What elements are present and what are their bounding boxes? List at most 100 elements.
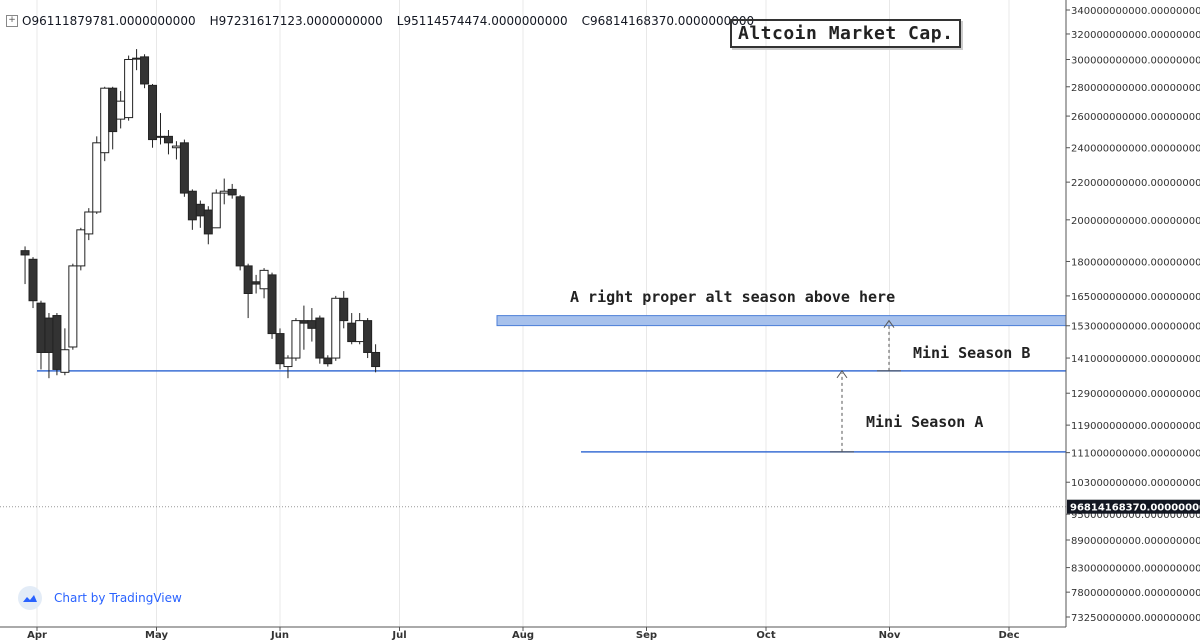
candle	[275, 328, 285, 370]
chart-title: Altcoin Market Cap.	[730, 19, 962, 48]
candle	[203, 206, 213, 245]
annotation-mini-season-a: Mini Season A	[866, 413, 984, 431]
candle	[179, 139, 189, 197]
candle-body	[171, 145, 181, 149]
low-value: L95114574474.0000000000	[396, 14, 568, 28]
candle	[283, 355, 293, 379]
y-tick-label: 200000000000.0000000000	[1071, 216, 1200, 227]
annotation-alt-season: A right proper alt season above here	[570, 288, 896, 306]
annotation-mini-season-b: Mini Season B	[913, 344, 1031, 362]
candle	[76, 227, 86, 271]
candle	[28, 257, 38, 309]
x-tick-label: Aug	[512, 630, 534, 641]
candle	[116, 91, 126, 129]
candle-body	[299, 320, 309, 324]
alt-season-band	[496, 315, 1067, 327]
candle	[148, 83, 158, 148]
candle-body	[259, 269, 269, 290]
candle	[323, 355, 333, 367]
candle	[44, 313, 54, 379]
candle-body	[211, 192, 221, 229]
candle	[92, 136, 102, 214]
y-tick-label: 260000000000.0000000000	[1071, 112, 1200, 123]
x-tick-label: Nov	[879, 630, 901, 641]
tradingview-logo[interactable]: Chart by TradingView	[18, 586, 182, 610]
candle	[163, 130, 173, 155]
candle-body	[363, 320, 373, 353]
candle	[355, 313, 365, 345]
x-tick-label: Sep	[636, 630, 657, 641]
y-tick-label: 340000000000.0000000000	[1071, 6, 1200, 17]
candle-body	[283, 357, 293, 368]
candle	[227, 183, 237, 199]
candle-body	[267, 274, 277, 335]
candle-body	[92, 142, 102, 213]
candle-body	[243, 265, 253, 295]
candle	[259, 268, 269, 299]
candle	[20, 246, 30, 285]
candle-body	[140, 56, 150, 85]
candle-body	[20, 250, 30, 256]
candle-body	[36, 302, 46, 353]
candle-body	[331, 297, 341, 359]
logo-text: Chart by TradingView	[54, 591, 182, 605]
price-axis[interactable]: 340000000000.0000000000 320000000000.0000…	[1065, 0, 1200, 627]
candle-body	[251, 281, 261, 285]
candle	[339, 291, 349, 329]
grid-lines	[0, 0, 1066, 627]
high-value: H97231617123.0000000000	[209, 14, 383, 28]
candle	[52, 313, 62, 376]
candle-body	[60, 349, 70, 373]
candle	[132, 49, 142, 71]
candle-body	[219, 190, 229, 194]
y-tick-label: 320000000000.0000000000	[1071, 30, 1200, 41]
candle-body	[355, 320, 365, 343]
candle-body	[108, 87, 118, 133]
x-tick-label: Apr	[27, 630, 47, 641]
x-tick-label: Dec	[998, 630, 1019, 641]
candle-body	[235, 196, 245, 267]
candle-body	[371, 351, 381, 368]
candle	[171, 141, 181, 160]
candle	[299, 305, 309, 350]
mini-season-a-arrow-head	[836, 370, 848, 379]
candle	[155, 113, 165, 145]
y-tick-label: 129000000000.0000000000	[1071, 389, 1200, 400]
candle-body	[100, 87, 110, 154]
candle	[84, 208, 94, 241]
y-tick-label: 83000000000.0000000000	[1071, 564, 1200, 575]
y-tick-label: 220000000000.0000000000	[1071, 178, 1200, 189]
candle	[187, 189, 197, 230]
candle	[315, 315, 325, 364]
candle	[251, 274, 261, 294]
y-tick-label: 119000000000.0000000000	[1071, 421, 1200, 432]
ohlc-legend: + O96111879781.0000000000 H97231617123.0…	[6, 14, 768, 28]
y-tick-label: 280000000000.0000000000	[1071, 83, 1200, 94]
candle-body	[84, 211, 94, 235]
candle	[195, 200, 205, 228]
candle-body	[187, 190, 197, 221]
x-tick-label: May	[145, 630, 168, 641]
candle-body	[28, 258, 38, 302]
time-axis[interactable]: Apr May Jun Jul Aug Sep Oct Nov Dec	[0, 626, 1066, 641]
candle-body	[155, 135, 165, 138]
mini-season-b-arrow-head	[883, 319, 895, 328]
candle-body	[179, 142, 189, 194]
candle	[108, 86, 118, 150]
plus-square-icon[interactable]: +	[6, 15, 18, 27]
candle-body	[116, 100, 126, 120]
candle	[68, 263, 78, 350]
candle	[124, 55, 134, 121]
candle-body	[347, 322, 357, 343]
y-tick-label: 78000000000.0000000000	[1071, 588, 1200, 599]
candle	[219, 178, 229, 205]
candle-body	[68, 265, 78, 348]
candle	[36, 300, 46, 370]
y-tick-label: 240000000000.0000000000	[1071, 144, 1200, 155]
open-value: O96111879781.0000000000	[22, 14, 196, 28]
candle-body	[163, 135, 173, 144]
x-tick-label: Jun	[270, 630, 289, 641]
close-value: C96814168370.0000000000	[581, 14, 755, 28]
candles	[20, 49, 381, 379]
candle	[291, 318, 301, 361]
